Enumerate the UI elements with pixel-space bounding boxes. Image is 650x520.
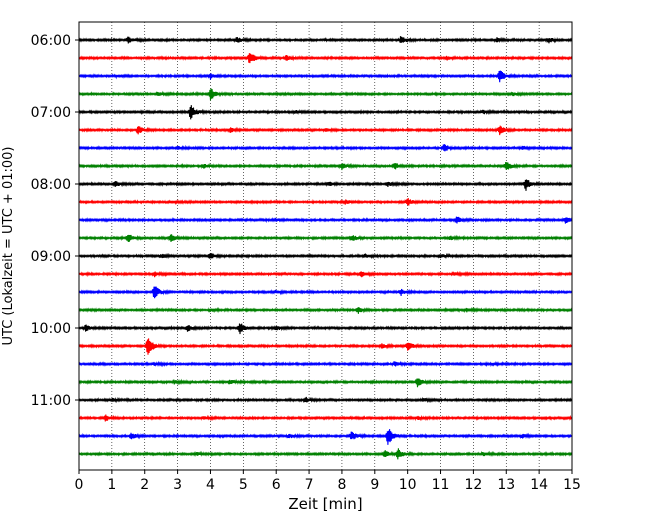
trace-1115 — [78, 414, 573, 422]
x-tick-label: 13 — [497, 477, 515, 493]
trace-0700 — [78, 105, 573, 120]
x-tick-label: 2 — [140, 477, 149, 493]
trace-1130 — [78, 429, 573, 445]
x-tick-label: 4 — [206, 477, 215, 493]
trace-1045 — [78, 378, 573, 388]
y-axis-title: UTC (Lokalzeit = UTC + 01:00) — [1, 147, 16, 346]
trace-1000 — [78, 323, 573, 335]
x-tick-label: 11 — [432, 477, 450, 493]
trace-0615 — [78, 53, 573, 64]
plot-frame — [78, 21, 573, 471]
grid-lines — [111, 22, 540, 470]
trace-0945 — [78, 306, 573, 314]
y-tick-label: 10:00 — [31, 321, 71, 337]
trace-0830 — [78, 216, 573, 224]
x-tick-label: 12 — [464, 477, 482, 493]
x-tick-label: 8 — [337, 477, 346, 493]
x-tick-label: 10 — [399, 477, 417, 493]
y-tick-label: 07:00 — [31, 105, 71, 121]
trace-0930 — [78, 286, 573, 299]
x-tick-label: 1 — [107, 477, 116, 493]
trace-0715 — [78, 125, 573, 136]
trace-0815 — [78, 197, 573, 206]
y-axis-ticks: 06:00 07:00 08:00 09:00 10:00 11:00 — [31, 33, 79, 409]
x-axis-title: Zeit [min] — [288, 495, 362, 513]
trace-0730 — [78, 144, 573, 152]
y-tick-label: 11:00 — [31, 393, 71, 409]
x-tick-label: 6 — [272, 477, 281, 493]
trace-1015 — [78, 338, 573, 355]
x-tick-label: 0 — [75, 477, 84, 493]
trace-1030 — [78, 360, 573, 368]
y-tick-label: 08:00 — [31, 177, 71, 193]
x-tick-label: 14 — [530, 477, 548, 493]
trace-0915 — [78, 270, 573, 278]
trace-0800 — [78, 179, 573, 191]
x-tick-label: 7 — [305, 477, 314, 493]
y-tick-label: 09:00 — [31, 249, 71, 265]
trace-0630 — [78, 70, 573, 83]
trace-0645 — [78, 88, 573, 101]
x-tick-label: 9 — [370, 477, 379, 493]
trace-0845 — [78, 234, 573, 242]
trace-1100 — [78, 396, 573, 404]
trace-0600 — [78, 36, 573, 44]
y-tick-label: 06:00 — [31, 33, 71, 49]
x-tick-label: 3 — [173, 477, 182, 493]
seismic-traces — [78, 36, 573, 460]
x-tick-label: 5 — [239, 477, 248, 493]
trace-0900 — [78, 252, 573, 260]
x-axis-ticks: 0 1 2 3 4 5 6 7 8 9 10 11 12 13 14 15 — [75, 470, 581, 493]
trace-0745 — [78, 162, 573, 171]
x-tick-label: 15 — [563, 477, 581, 493]
trace-1145 — [78, 448, 573, 460]
